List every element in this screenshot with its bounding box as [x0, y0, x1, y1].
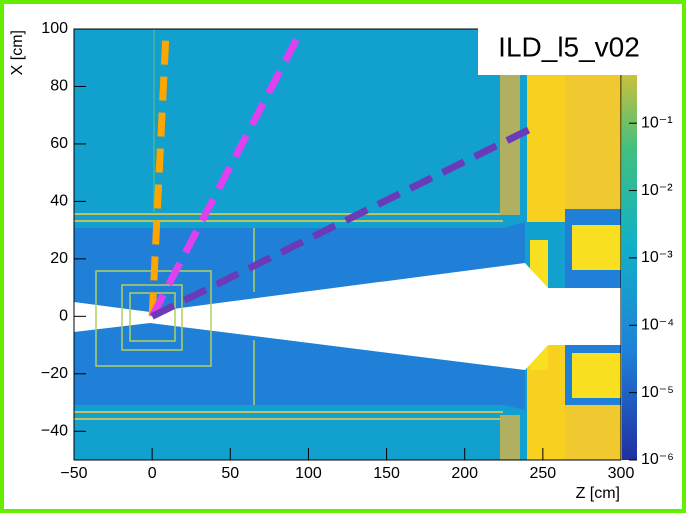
y-tick-label: 0 — [59, 308, 68, 325]
x-tick-label: 250 — [530, 465, 557, 482]
z-tick-label: 10⁻⁵ — [641, 384, 674, 401]
z-tick-label: 10⁻³ — [641, 249, 673, 266]
z-tick-label: 10⁻⁶ — [641, 451, 674, 468]
y-tick-label: 80 — [50, 78, 68, 95]
y-tick-label: 100 — [41, 20, 68, 37]
y-tick-label: −20 — [41, 365, 68, 382]
x-axis-label: Z [cm] — [576, 485, 620, 502]
z-tick-label: 10⁻¹ — [641, 114, 673, 131]
y-axis-label: X [cm] — [9, 30, 26, 75]
yellow-region — [572, 225, 621, 270]
chart-title: ILD_l5_v02 — [498, 31, 640, 62]
olive-region — [500, 415, 520, 460]
yellow-region — [572, 353, 621, 398]
z-tick-label: 10⁻⁴ — [641, 316, 674, 333]
x-tick-label: 50 — [221, 465, 239, 482]
material-map — [74, 29, 621, 460]
y-tick-label: 40 — [50, 193, 68, 210]
y-tick-label: 60 — [50, 135, 68, 152]
x-tick-label: −50 — [60, 465, 87, 482]
yellow-region — [565, 405, 621, 460]
chart: ILD_l5_v02 Z [cm] X [cm] −50050100150200… — [0, 0, 686, 513]
y-tick-label: 20 — [50, 250, 68, 267]
x-tick-label: 100 — [295, 465, 322, 482]
x-tick-label: 200 — [451, 465, 478, 482]
x-tick-label: 300 — [608, 465, 635, 482]
colorbar — [622, 29, 637, 460]
x-tick-label: 0 — [148, 465, 157, 482]
x-tick-label: 150 — [373, 465, 400, 482]
z-tick-label: 10⁻² — [641, 182, 673, 199]
y-tick-label: −40 — [41, 422, 68, 439]
